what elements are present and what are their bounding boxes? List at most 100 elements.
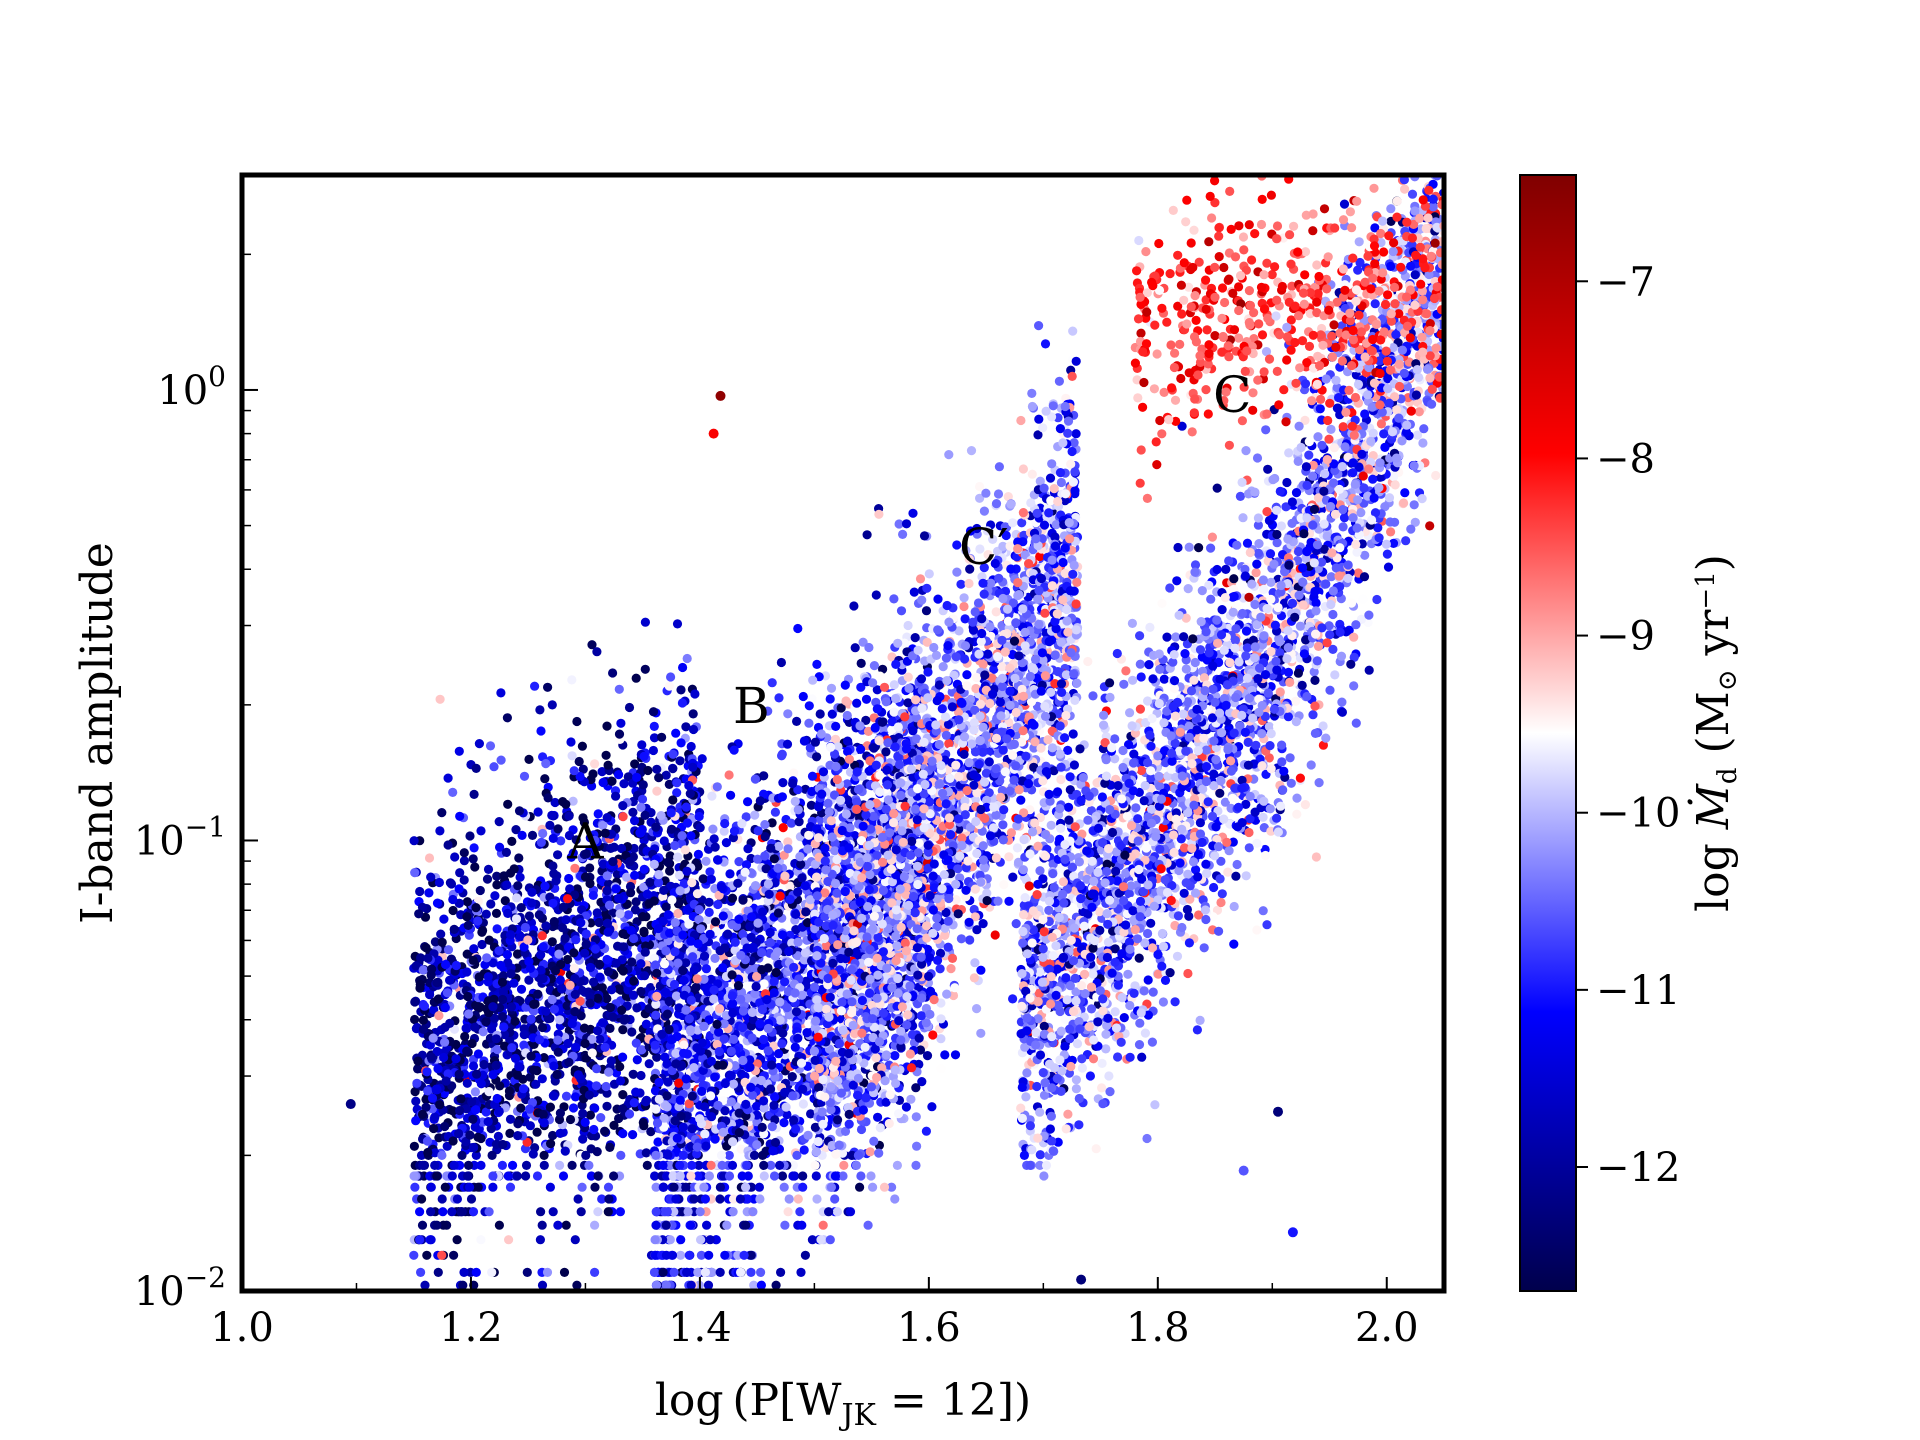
scatter-point (521, 1171, 531, 1181)
scatter-point (618, 1129, 628, 1139)
scatter-point (532, 1127, 542, 1137)
scatter-point (451, 1054, 461, 1064)
scatter-point (889, 594, 899, 604)
scatter-point (705, 929, 715, 939)
scatter-point (485, 741, 496, 751)
scatter-point (502, 713, 512, 723)
scatter-point (889, 707, 899, 717)
scatter-point (745, 921, 755, 932)
scatter-point (597, 767, 607, 777)
scatter-point (611, 791, 621, 801)
scatter-point (678, 1150, 688, 1160)
scatter-point (749, 1150, 760, 1160)
scatter-point (541, 1006, 551, 1016)
scatter-point (753, 826, 763, 836)
scatter-point (471, 903, 481, 913)
scatter-point (750, 774, 761, 784)
scatter-point (564, 873, 574, 884)
scatter-point (506, 1002, 517, 1012)
scatter-point (423, 1147, 433, 1158)
scatter-point (759, 979, 769, 989)
scatter-point (795, 852, 805, 862)
scatter-point (627, 957, 637, 967)
scatter-point (769, 988, 779, 998)
scatter-point (718, 963, 728, 973)
scatter-point (628, 807, 638, 818)
scatter-point (790, 1042, 800, 1052)
scatter-point (607, 776, 617, 786)
scatter-point (468, 955, 478, 966)
scatter-point (666, 1035, 677, 1045)
scatter-point (613, 941, 623, 951)
scatter-point (504, 1062, 514, 1072)
scatter-point (473, 1049, 483, 1059)
scatter-point (608, 1012, 618, 1022)
scatter-point (862, 530, 872, 540)
scatter-point (636, 986, 646, 997)
scatter-point (769, 854, 780, 864)
scatter-point (528, 1024, 538, 1034)
scatter-point (671, 991, 682, 1001)
scatter-point (573, 1194, 583, 1204)
scatter-point (535, 1235, 546, 1245)
scatter-point (446, 954, 456, 964)
scatter-point (571, 835, 581, 845)
scatter-point (637, 794, 648, 804)
scatter-point (435, 1100, 445, 1110)
scatter-point (704, 1171, 715, 1181)
scatter-point (623, 985, 633, 995)
scatter-point (476, 826, 486, 836)
scatter-point (578, 1108, 588, 1119)
scatter-point (499, 1022, 509, 1032)
scatter-point (746, 932, 756, 943)
scatter-point (869, 661, 880, 671)
scatter-point (651, 1150, 661, 1160)
scatter-point (739, 1250, 749, 1260)
scatter-point (432, 978, 442, 988)
scatter-point (587, 1048, 597, 1058)
scatter-point (628, 1069, 638, 1079)
scatter-point (487, 1024, 497, 1034)
scatter-point (437, 937, 447, 947)
scatter-point (640, 617, 651, 627)
scatter-point (587, 640, 597, 650)
scatter-point (553, 824, 563, 834)
scatter-point (546, 1139, 556, 1149)
scatter-point (459, 848, 469, 858)
scatter-point (463, 1171, 473, 1181)
scatter-point (512, 1070, 523, 1080)
scatter-point (572, 1280, 582, 1290)
scatter-point (611, 958, 621, 968)
scatter-point (688, 762, 698, 772)
scatter-point (429, 1123, 439, 1134)
scatter-point (637, 740, 647, 750)
scatter-point (548, 1091, 559, 1101)
scatter-point (804, 718, 814, 728)
scatter-point (675, 756, 685, 766)
scatter-point (576, 918, 586, 928)
scatter-point (710, 1072, 720, 1082)
scatter-point (598, 820, 608, 831)
scatter-point (592, 1147, 602, 1157)
scatter-point (795, 1207, 805, 1217)
scatter-point (615, 1207, 626, 1217)
scatter-point (527, 830, 538, 841)
scatter-point (570, 863, 580, 873)
scatter-point (811, 1171, 821, 1181)
scatter-point (691, 982, 701, 992)
scatter-point (427, 1093, 438, 1103)
scatter-point (469, 944, 479, 954)
scatter-point (492, 871, 502, 881)
scatter-point (619, 779, 629, 789)
scatter-point (549, 869, 559, 879)
scatter-point (468, 1207, 479, 1217)
scatter-point (558, 1171, 569, 1181)
scatter-point (604, 1067, 614, 1077)
scatter-point (498, 994, 508, 1005)
scatter-point (645, 877, 655, 888)
scatter-point (555, 1128, 565, 1138)
scatter-point (531, 1079, 541, 1089)
scatter-point (803, 844, 813, 854)
scatter-point (601, 1081, 611, 1092)
scatter-point (618, 1025, 628, 1035)
